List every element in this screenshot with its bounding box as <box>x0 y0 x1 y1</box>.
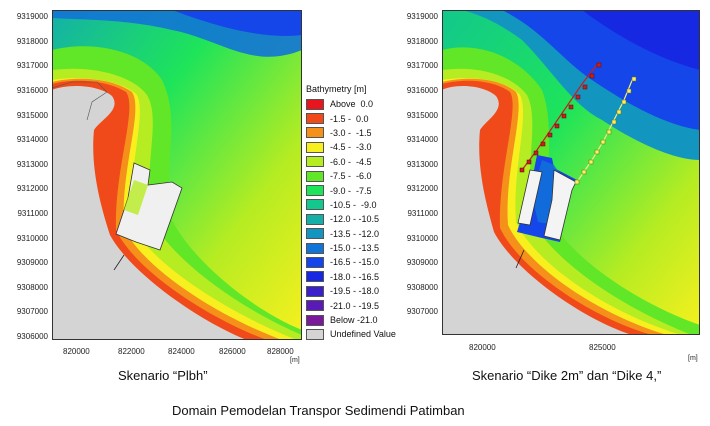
legend-item: -19.5 - -18.0 <box>306 284 396 298</box>
legend-label: Above 0.0 <box>330 99 374 110</box>
left-x-tick: 824000 <box>168 347 195 356</box>
legend-item: Undefined Value <box>306 327 396 341</box>
legend-label: -19.5 - -18.0 <box>330 286 380 297</box>
left-x-tick: 820000 <box>63 347 90 356</box>
legend-label: -12.0 - -10.5 <box>330 214 380 225</box>
legend-swatch <box>306 113 324 125</box>
right-y-tick: 9317000 <box>406 61 438 70</box>
legend-swatch <box>306 228 324 240</box>
legend-item: -9.0 - -7.5 <box>306 183 396 197</box>
left-y-tick: 9313000 <box>16 160 48 169</box>
left-y-tick: 9310000 <box>16 234 48 243</box>
left-y-tick: 9307000 <box>16 307 48 316</box>
legend-title: Bathymetry [m] <box>306 84 367 94</box>
legend-swatch <box>306 213 324 225</box>
legend-label: -4.5 - -3.0 <box>330 142 372 153</box>
legend-item: -3.0 - -1.5 <box>306 126 396 140</box>
left-y-tick: 9308000 <box>16 283 48 292</box>
legend-item: -13.5 - -12.0 <box>306 227 396 241</box>
left-y-tick: 9317000 <box>16 61 48 70</box>
left-y-tick: 9311000 <box>17 209 48 218</box>
left-x-tick: 826000 <box>219 347 246 356</box>
legend-label: -3.0 - -1.5 <box>330 127 372 138</box>
right-y-tick: 9312000 <box>406 184 438 193</box>
bathymetry-legend: Bathymetry [m] Above 0.0 -1.5 - 0.0 -3.0… <box>306 84 396 342</box>
left-y-tick: 9319000 <box>16 12 48 21</box>
legend-swatch <box>306 242 324 254</box>
legend-item: -4.5 - -3.0 <box>306 140 396 154</box>
legend-item: Above 0.0 <box>306 97 396 111</box>
legend-swatch <box>306 185 324 197</box>
left-x-tick: 828000 <box>267 347 294 356</box>
legend-swatch <box>306 285 324 297</box>
legend-swatch <box>306 271 324 283</box>
bathymetry-map-dike <box>442 10 700 335</box>
legend-item: -16.5 - -15.0 <box>306 255 396 269</box>
right-y-tick: 9316000 <box>406 86 438 95</box>
legend-item: -12.0 - -10.5 <box>306 212 396 226</box>
legend-label: -16.5 - -15.0 <box>330 257 380 268</box>
legend-label: Below -21.0 <box>330 315 378 326</box>
legend-item: -10.5 - -9.0 <box>306 198 396 212</box>
left-y-tick: 9316000 <box>16 86 48 95</box>
legend-label: -7.5 - -6.0 <box>330 171 372 182</box>
legend-swatch <box>306 127 324 139</box>
left-x-tick: 822000 <box>118 347 145 356</box>
legend-label: -1.5 - 0.0 <box>330 113 369 124</box>
left-y-tick: 9309000 <box>16 258 48 267</box>
right-y-tick: 9309000 <box>406 258 438 267</box>
right-y-tick: 9307000 <box>406 307 438 316</box>
legend-swatch <box>306 199 324 211</box>
right-y-tick: 9311000 <box>407 209 438 218</box>
legend-item: -6.0 - -4.5 <box>306 155 396 169</box>
legend-swatch <box>306 256 324 268</box>
legend-swatch <box>306 156 324 168</box>
legend-item: -21.0 - -19.5 <box>306 298 396 312</box>
legend-label: -13.5 - -12.0 <box>330 228 380 239</box>
right-x-unit: [m] <box>688 355 698 362</box>
legend-label: -6.0 - -4.5 <box>330 156 372 167</box>
right-y-tick: 9314000 <box>406 135 438 144</box>
left-x-unit: [m] <box>290 357 300 364</box>
left-y-tick: 9306000 <box>16 332 48 341</box>
right-x-tick: 825000 <box>589 343 616 352</box>
right-y-tick: 9315000 <box>406 111 438 120</box>
right-x-tick: 820000 <box>469 343 496 352</box>
right-y-tick: 9313000 <box>406 160 438 169</box>
legend-swatch <box>306 314 324 326</box>
legend-label: -9.0 - -7.5 <box>330 185 372 196</box>
legend-swatch <box>306 141 324 153</box>
right-y-tick: 9319000 <box>406 12 438 21</box>
left-y-tick: 9312000 <box>16 184 48 193</box>
left-y-tick: 9315000 <box>16 111 48 120</box>
legend-swatch <box>306 170 324 182</box>
legend-label: -18.0 - -16.5 <box>330 271 380 282</box>
legend-item: -1.5 - 0.0 <box>306 111 396 125</box>
legend-label: -21.0 - -19.5 <box>330 300 380 311</box>
legend-label: -15.0 - -13.5 <box>330 243 380 254</box>
right-y-tick: 9308000 <box>406 283 438 292</box>
right-y-tick: 9318000 <box>406 37 438 46</box>
legend-item: -18.0 - -16.5 <box>306 270 396 284</box>
legend-swatch <box>306 328 324 340</box>
legend-item: -7.5 - -6.0 <box>306 169 396 183</box>
left-y-tick: 9318000 <box>16 37 48 46</box>
left-y-tick: 9314000 <box>16 135 48 144</box>
right-y-tick: 9310000 <box>406 234 438 243</box>
right-map-caption: Skenario “Dike 2m” dan “Dike 4,” <box>472 368 662 383</box>
figure-caption: Domain Pemodelan Transpor Sedimendi Pati… <box>172 403 465 418</box>
bathymetry-map-plbh <box>52 10 302 340</box>
left-map-caption: Skenario “Plbh” <box>118 368 208 383</box>
legend-item: -15.0 - -13.5 <box>306 241 396 255</box>
legend-item: Below -21.0 <box>306 313 396 327</box>
legend-swatch <box>306 98 324 110</box>
legend-label: Undefined Value <box>330 329 396 340</box>
legend-label: -10.5 - -9.0 <box>330 199 377 210</box>
legend-swatch <box>306 300 324 312</box>
